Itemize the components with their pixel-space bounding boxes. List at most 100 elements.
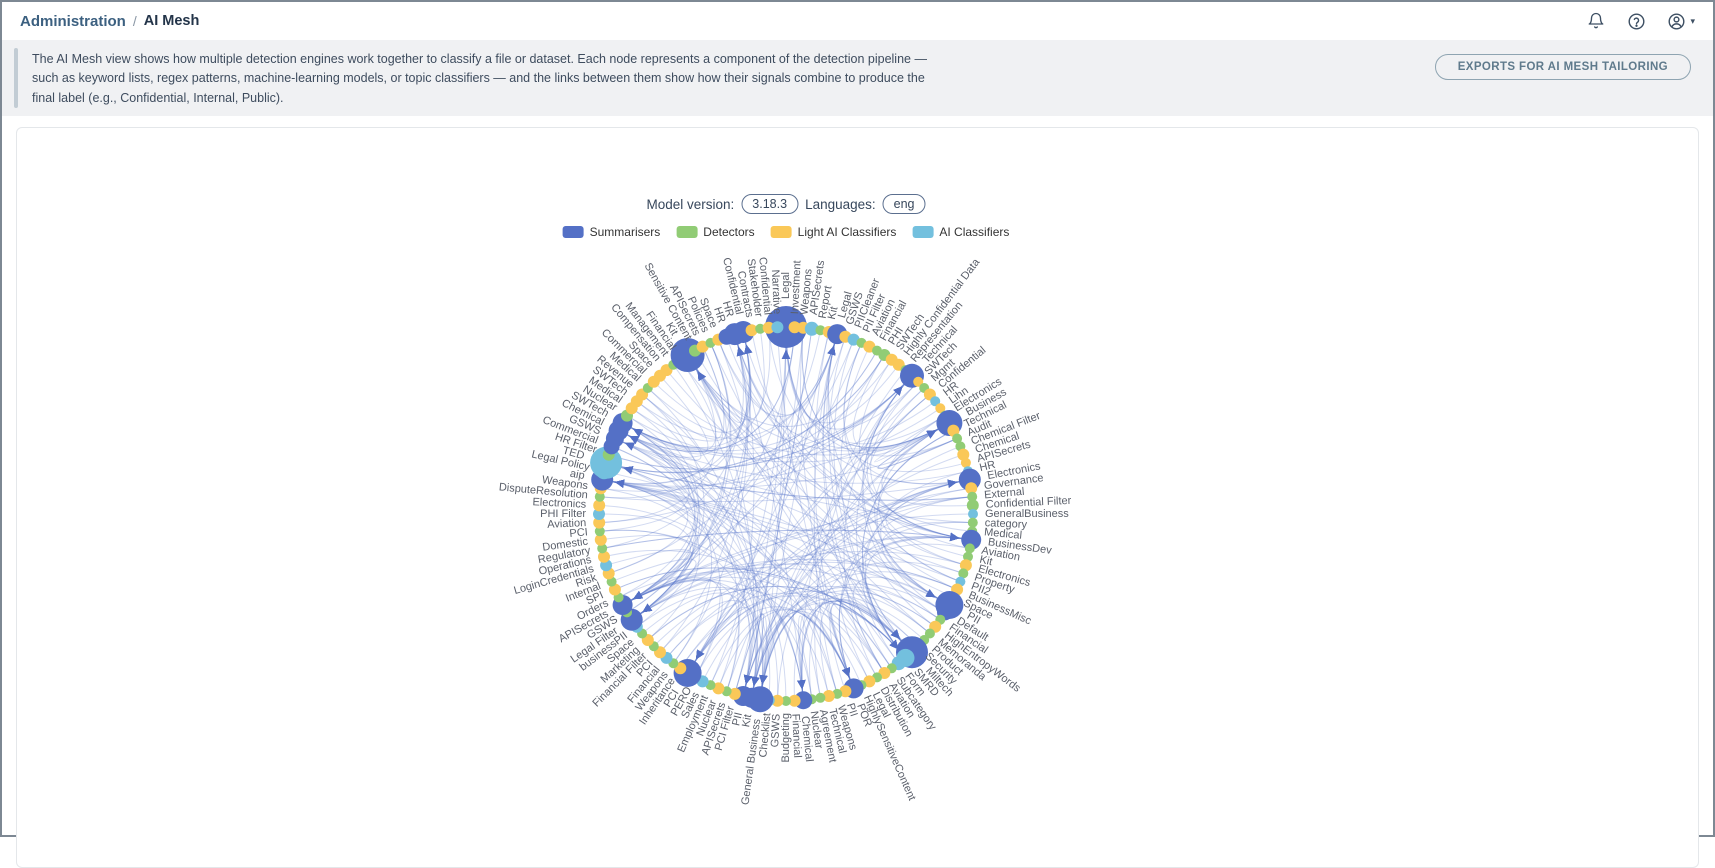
graph-node-label: Checklist [757,713,773,759]
graph-node-label: Narrative [769,269,783,314]
graph-node-external[interactable] [967,491,978,502]
graph-node-confidential[interactable] [762,321,775,334]
legend-label: Light AI Classifiers [797,225,897,240]
graph-node-label: PII [965,610,983,627]
graph-node-pci-filter[interactable] [728,688,741,701]
graph-node-label: Report [817,285,835,320]
legend-label: AI Classifiers [939,225,1010,240]
graph-node-label: Nuclear [808,710,825,750]
breadcrumb-current-ai-mesh: AI Mesh [143,13,200,29]
caret-down-icon: ▾ [1690,15,1695,26]
graph-node-pii[interactable] [839,685,852,698]
graph-node-agreement[interactable] [815,692,826,703]
graph-node-chemical[interactable] [957,448,970,461]
graph-arrowheads [615,344,960,690]
graph-node-property[interactable] [958,568,969,579]
graph-node-label: External [984,486,1025,502]
graph-node-label: GSWS [769,714,783,748]
graph-node-stakeholder[interactable] [755,323,766,334]
graph-node-label: HR [711,306,727,325]
graph-node-label: Weapons [798,268,814,316]
model-meta-row: Model version: 3.18.3 Languages: eng [646,194,926,215]
graph-node-label: Confidential Filter [986,495,1072,511]
languages-chip: eng [882,194,926,215]
graph-node-budgeting[interactable] [781,696,791,707]
graph-node-governance[interactable] [965,482,978,495]
graph-node-audit[interactable] [952,433,963,444]
graph-node-label: aip [569,468,586,482]
graph-node-label: PHI Filter [540,508,586,520]
graph-node-hr[interactable] [930,396,941,407]
legend-label: Detectors [703,225,755,240]
graph-node-swtech[interactable] [913,376,924,387]
graph-node-apisecrets[interactable] [804,321,819,336]
graph-node-electronics[interactable] [959,559,972,572]
graph-node-narrative[interactable] [771,321,784,334]
graph-node-label: Electronics [532,496,587,510]
graph-node-label: General Business [739,718,763,806]
graph-node-aviation[interactable] [964,543,975,554]
legend-item-ai-classifiers[interactable]: AI Classifiers [912,225,1009,239]
graph-node-financial[interactable] [788,694,801,707]
help-icon[interactable] [1626,11,1646,31]
graph-node-label: Chemical [799,716,815,763]
graph-node-investment[interactable] [788,321,801,334]
model-version-chip: 3.18.3 [741,194,799,215]
graph-node-label: Kit [978,554,993,569]
graph-node-gsws[interactable] [771,694,784,707]
info-banner: The AI Mesh view shows how multiple dete… [2,40,1713,117]
graph-node-label: PCI [569,526,588,540]
graph-node-memoranda[interactable] [924,628,935,639]
ai-mesh-graph[interactable]: LegalInvestmentWeaponsAPISecretsReportKi… [17,250,1699,865]
graph-node-businessdev[interactable] [961,529,982,550]
legend-swatch [770,226,792,239]
graph-node-technical[interactable] [822,690,835,703]
ai-mesh-card: Model version: 3.18.3 Languages: eng Sum… [16,127,1699,868]
legend-item-detectors[interactable]: Detectors [676,225,755,240]
graph-node-domestic[interactable] [594,533,607,546]
legend-item-summarisers[interactable]: Summarisers [562,225,661,240]
legend-item-light-ai-classifiers[interactable]: Light AI Classifiers [770,225,897,240]
graph-node-label: Confidential [756,257,773,316]
graph-node-label: category [985,517,1028,531]
graph-node-label: GeneralBusiness [985,508,1069,520]
graph-node-label: HR [720,300,736,319]
graph-node-label: Medical [984,526,1023,541]
graph-node-label: Financial [789,714,803,759]
graph-node-label: HR [978,459,996,474]
account-menu[interactable]: ▾ [1666,11,1695,31]
graph-node-label: Kit [663,321,680,338]
graph-node-aviation[interactable] [593,516,606,529]
breadcrumb-separator: / [132,13,137,29]
banner-description: The AI Mesh view shows how multiple dete… [32,52,927,105]
graph-node-generalbusiness[interactable] [968,509,978,520]
graph-node-regulatory[interactable] [597,543,608,554]
graph-node-pci[interactable] [594,526,605,537]
top-bar: Administration / AI Mesh ▾ [2,2,1713,40]
notifications-bell-icon[interactable] [1586,11,1606,31]
legend-swatch [562,226,584,239]
graph-node-confidential-filter[interactable] [966,499,979,512]
graph-node-label: Investment [789,260,803,314]
graph-node-apisecrets[interactable] [960,457,971,468]
graph-node-phi-filter[interactable] [593,508,605,521]
graph-node-legal[interactable] [765,306,807,349]
graph-node-lihn[interactable] [935,403,946,414]
breadcrumb-administration[interactable]: Administration [20,12,126,30]
graph-node-contracts[interactable] [745,324,758,337]
graph-node-label: TED [561,445,585,463]
legend-swatch [676,226,698,239]
graph-edges [598,327,974,702]
account-avatar-icon [1666,11,1686,31]
graph-node-category[interactable] [967,517,978,528]
graph-node-electronics[interactable] [593,499,606,512]
graph-node-disputeresolution[interactable] [594,491,605,502]
graph-node-label: Kit [740,714,754,729]
graph-node-label: PII [844,702,860,719]
graph-node-label: Aviation [547,517,586,531]
graph-node-operations[interactable] [598,550,610,563]
topbar-actions: ▾ [1586,11,1695,31]
legend-label: Summarisers [589,225,661,240]
model-version-label: Model version: [646,196,735,212]
exports-for-ai-mesh-tailoring-button[interactable]: EXPORTS FOR AI MESH TAILORING [1434,54,1691,80]
